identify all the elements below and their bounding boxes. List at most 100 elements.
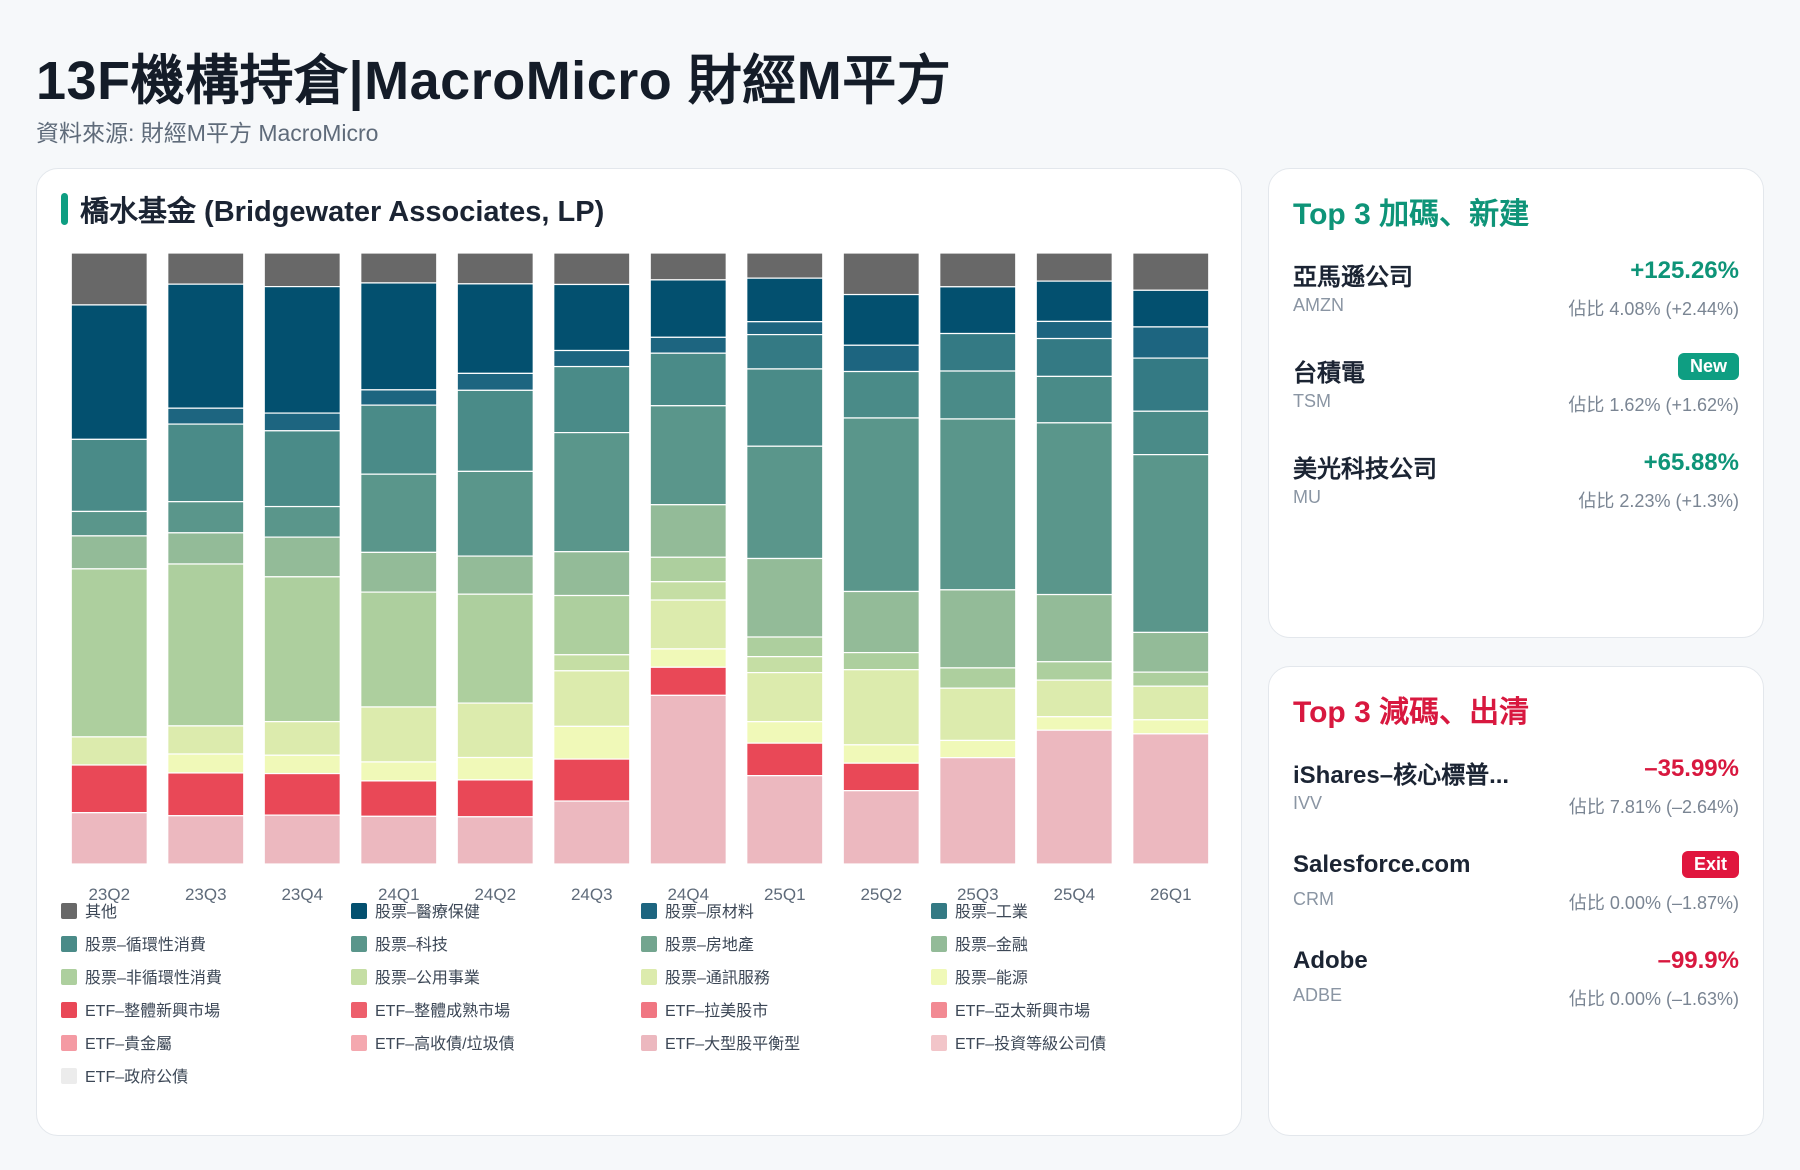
legend-item[interactable]: 股票–醫療保健 <box>351 903 480 921</box>
bar-segment[interactable] <box>553 800 631 865</box>
bar-segment[interactable] <box>1132 671 1210 687</box>
bar-segment[interactable] <box>746 252 824 279</box>
bar-segment[interactable] <box>167 532 245 565</box>
bar-segment[interactable] <box>939 687 1017 742</box>
bar-segment[interactable] <box>1132 733 1210 865</box>
bar-segment[interactable] <box>746 721 824 744</box>
bar-segment[interactable] <box>263 252 341 288</box>
bar-segment[interactable] <box>456 555 534 595</box>
bar-segment[interactable] <box>553 758 631 802</box>
legend-item[interactable]: ETF–貴金屬 <box>61 1035 172 1053</box>
bar-segment[interactable] <box>939 370 1017 420</box>
bar-segment[interactable] <box>360 551 438 593</box>
bar-segment[interactable] <box>167 725 245 755</box>
bar-segment[interactable] <box>360 591 438 708</box>
bar-segment[interactable] <box>167 407 245 425</box>
bar-segment[interactable] <box>70 510 148 537</box>
legend-item[interactable]: 股票–循環性消費 <box>61 936 206 954</box>
bar-segment[interactable] <box>1035 716 1113 731</box>
bar-segment[interactable] <box>1035 320 1113 340</box>
legend-item[interactable]: ETF–政府公債 <box>61 1068 188 1086</box>
bar-segment[interactable] <box>746 672 824 723</box>
bar-segment[interactable] <box>1035 280 1113 323</box>
bar-segment[interactable] <box>939 252 1017 288</box>
bar-segment[interactable] <box>263 814 341 865</box>
bar-segment[interactable] <box>553 725 631 760</box>
bar-segment[interactable] <box>842 744 920 764</box>
bar-segment[interactable] <box>263 412 341 432</box>
bar-segment[interactable] <box>1132 719 1210 735</box>
stock-row[interactable]: 亞馬遜公司 AMZN +125.26% 佔比 4.08% (+2.44%) <box>1293 257 1739 337</box>
bar-segment[interactable] <box>1132 631 1210 673</box>
stock-row[interactable]: Salesforce.com CRM Exit 佔比 0.00% (–1.87%) <box>1293 851 1739 931</box>
bar-segment[interactable] <box>939 332 1017 372</box>
bar-segment[interactable] <box>842 669 920 746</box>
bar-segment[interactable] <box>649 581 727 601</box>
legend-item[interactable]: ETF–亞太新興市場 <box>931 1002 1090 1020</box>
legend-item[interactable]: ETF–整體新興市場 <box>61 1002 220 1020</box>
bar-segment[interactable] <box>360 389 438 406</box>
legend-item[interactable]: 股票–房地產 <box>641 936 754 954</box>
bar-segment[interactable] <box>263 721 341 756</box>
bar-segment[interactable] <box>553 594 631 656</box>
bar-segment[interactable] <box>1035 661 1113 681</box>
legend-item[interactable]: 股票–非循環性消費 <box>61 969 222 987</box>
bar-segment[interactable] <box>746 445 824 560</box>
bar-segment[interactable] <box>1035 679 1113 718</box>
bar-segment[interactable] <box>649 252 727 281</box>
bar-segment[interactable] <box>1035 729 1113 865</box>
bar-segment[interactable] <box>167 283 245 409</box>
bar-segment[interactable] <box>649 405 727 506</box>
bar-segment[interactable] <box>1132 685 1210 721</box>
bar-segment[interactable] <box>1035 422 1113 596</box>
legend-item[interactable]: ETF–高收債/垃圾債 <box>351 1035 515 1053</box>
bar-segment[interactable] <box>456 593 534 704</box>
legend-item[interactable]: ETF–大型股平衡型 <box>641 1035 800 1053</box>
bar-segment[interactable] <box>939 757 1017 865</box>
bar-segment[interactable] <box>456 252 534 285</box>
bar-segment[interactable] <box>263 536 341 578</box>
bar-segment[interactable] <box>649 599 727 650</box>
bar-segment[interactable] <box>842 344 920 373</box>
bar-segment[interactable] <box>553 283 631 352</box>
bar-segment[interactable] <box>649 556 727 583</box>
bar-segment[interactable] <box>360 473 438 553</box>
bar-segment[interactable] <box>746 368 824 447</box>
legend-item[interactable]: 股票–通訊服務 <box>641 969 770 987</box>
legend-item[interactable]: 股票–能源 <box>931 969 1028 987</box>
bar-segment[interactable] <box>167 753 245 774</box>
legend-item[interactable]: 股票–金融 <box>931 936 1028 954</box>
bar-segment[interactable] <box>263 576 341 723</box>
stock-row[interactable]: iShares–核心標普... IVV –35.99% 佔比 7.81% (–2.64… <box>1293 755 1739 835</box>
legend-item[interactable]: ETF–投資等級公司債 <box>931 1035 1106 1053</box>
bar-segment[interactable] <box>939 418 1017 591</box>
bar-segment[interactable] <box>360 761 438 782</box>
bar-segment[interactable] <box>1132 410 1210 456</box>
bar-segment[interactable] <box>263 505 341 538</box>
bar-segment[interactable] <box>1132 252 1210 291</box>
bar-segment[interactable] <box>70 764 148 814</box>
stock-row[interactable]: 美光科技公司 MU +65.88% 佔比 2.23% (+1.3%) <box>1293 449 1739 529</box>
bar-segment[interactable] <box>746 775 824 865</box>
bar-segment[interactable] <box>939 286 1017 335</box>
legend-item[interactable]: ETF–拉美股市 <box>641 1002 768 1020</box>
bar-segment[interactable] <box>842 590 920 654</box>
bar-segment[interactable] <box>553 654 631 672</box>
stock-row[interactable]: Adobe ADBE –99.9% 佔比 0.00% (–1.63%) <box>1293 947 1739 1027</box>
bar-segment[interactable] <box>456 372 534 391</box>
bar-segment[interactable] <box>649 279 727 338</box>
bar-segment[interactable] <box>70 535 148 570</box>
stock-row[interactable]: 台積電 TSM New 佔比 1.62% (+1.62%) <box>1293 353 1739 433</box>
bar-segment[interactable] <box>263 430 341 508</box>
bar-segment[interactable] <box>456 283 534 374</box>
bar-segment[interactable] <box>360 282 438 391</box>
bar-segment[interactable] <box>553 431 631 553</box>
bar-segment[interactable] <box>842 370 920 419</box>
bar-segment[interactable] <box>553 670 631 727</box>
legend-item[interactable]: 股票–公用事業 <box>351 969 480 987</box>
bar-segment[interactable] <box>167 815 245 865</box>
bar-segment[interactable] <box>553 349 631 368</box>
bar-segment[interactable] <box>167 772 245 817</box>
bar-segment[interactable] <box>842 790 920 865</box>
legend-item[interactable]: 其他 <box>61 903 117 921</box>
